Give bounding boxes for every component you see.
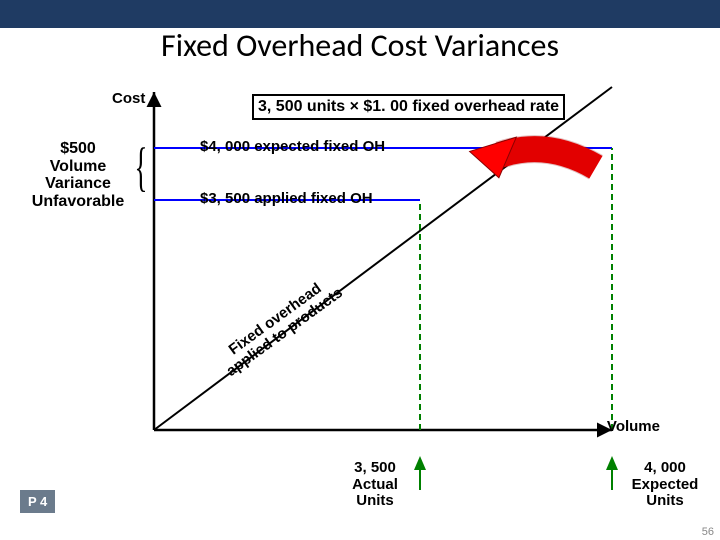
actual-units-l3: Units xyxy=(356,492,394,509)
p4-badge: P 4 xyxy=(20,490,55,513)
expected-units-value: 4, 000 xyxy=(644,459,686,476)
y-axis-label: Cost xyxy=(112,90,145,107)
actual-units-l2: Actual xyxy=(352,476,398,493)
variance-label: $500 Volume Variance Unfavorable xyxy=(18,140,138,210)
expected-units-l2: Expected xyxy=(632,476,699,493)
applied-oh-label: $3, 500 applied fixed OH xyxy=(200,190,373,207)
actual-units-value: 3, 500 xyxy=(354,459,396,476)
expected-units-label: 4, 000 Expected Units xyxy=(620,460,710,510)
formula-box: 3, 500 units × $1. 00 fixed overhead rat… xyxy=(252,94,565,120)
variance-line3: Variance xyxy=(45,175,111,192)
variance-brace: { xyxy=(134,136,147,198)
variance-line2: Volume xyxy=(50,158,107,175)
expected-up-arrow xyxy=(606,456,618,470)
expected-units-l3: Units xyxy=(646,492,684,509)
variance-amount: $500 xyxy=(60,140,96,157)
red-arrow xyxy=(465,125,597,205)
expected-oh-label: $4, 000 expected fixed OH xyxy=(200,138,385,155)
actual-units-label: 3, 500 Actual Units xyxy=(330,460,420,510)
slide-number: 56 xyxy=(702,526,714,538)
x-axis-label: Volume xyxy=(560,418,660,435)
variance-line4: Unfavorable xyxy=(32,193,124,210)
